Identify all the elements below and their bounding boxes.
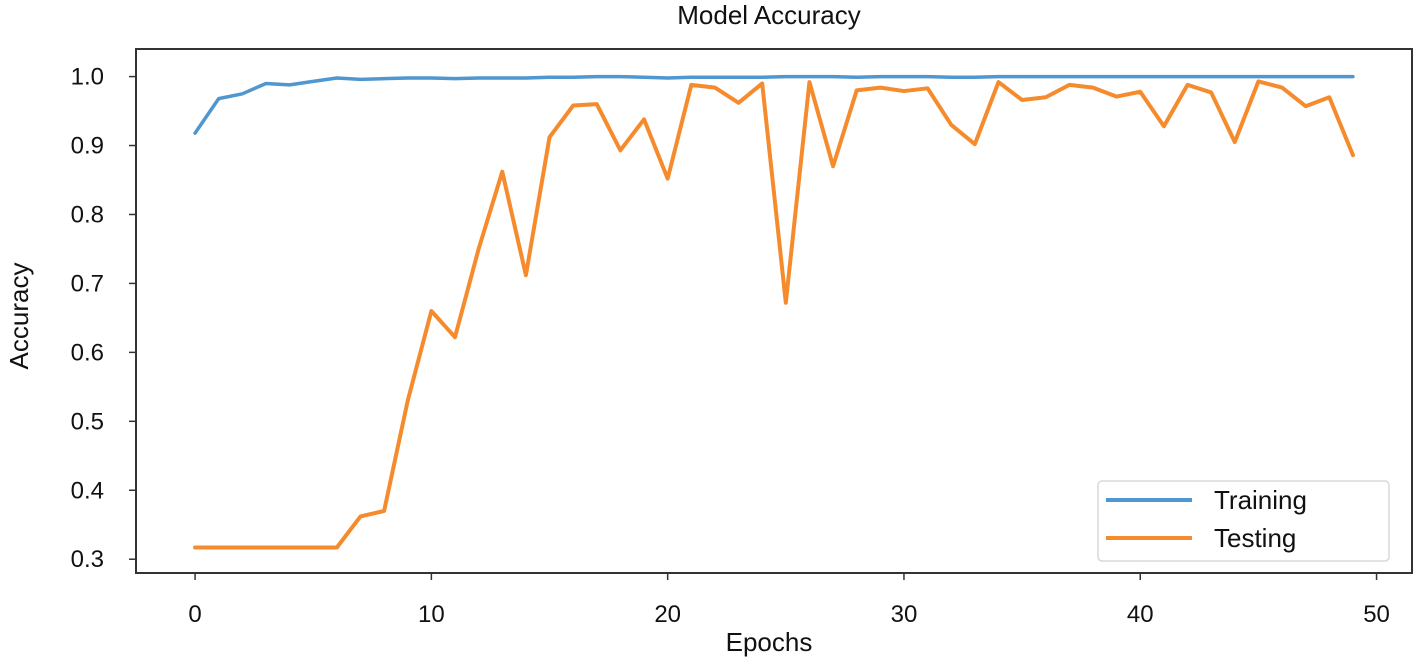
series-layer xyxy=(193,74,1355,550)
legend-label-training: Training xyxy=(1214,485,1307,515)
x-tick-label: 0 xyxy=(188,601,201,628)
y-tick-label: 0.5 xyxy=(71,408,104,435)
y-tick-label: 0.9 xyxy=(71,133,104,160)
y-axis-label: Accuracy xyxy=(4,263,34,370)
x-tick-label: 20 xyxy=(654,601,681,628)
legend-label-testing: Testing xyxy=(1214,523,1296,553)
legend: Training Testing xyxy=(1097,480,1390,562)
x-axis-ticks: 0 10 20 30 40 50 xyxy=(188,573,1390,628)
y-tick-label: 0.7 xyxy=(71,270,104,297)
x-axis-label: Epochs xyxy=(726,627,813,657)
plot-frame xyxy=(135,48,1413,574)
y-tick-label: 0.3 xyxy=(71,546,104,573)
x-tick-label: 50 xyxy=(1363,601,1390,628)
y-tick-label: 0.6 xyxy=(71,339,104,366)
chart-title: Model Accuracy xyxy=(677,0,861,30)
x-tick-label: 40 xyxy=(1127,601,1154,628)
x-tick-label: 30 xyxy=(891,601,918,628)
x-tick-label: 10 xyxy=(418,601,445,628)
y-tick-label: 1.0 xyxy=(71,64,104,91)
y-axis-ticks: 0.3 0.4 0.5 0.6 0.7 0.8 0.9 1.0 xyxy=(71,64,136,573)
y-tick-label: 0.4 xyxy=(71,477,104,504)
series-line-testing xyxy=(193,79,1355,550)
series-line-training xyxy=(193,74,1355,135)
y-tick-label: 0.8 xyxy=(71,201,104,228)
